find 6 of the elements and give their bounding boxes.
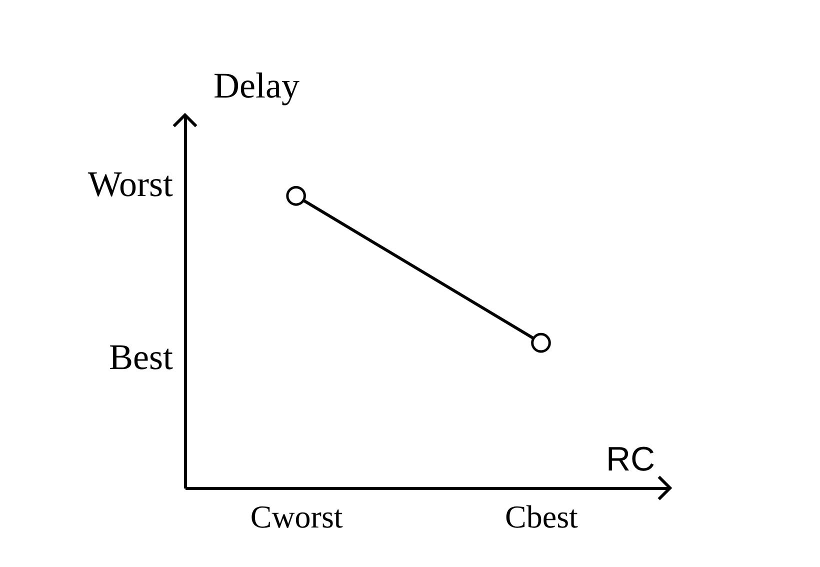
x-tick-label: Cbest — [505, 498, 578, 534]
y-axis-title: Delay — [214, 66, 300, 106]
x-tick-label: Cworst — [250, 498, 343, 534]
text: Best — [108, 337, 173, 377]
x-axis-title: RC — [606, 440, 656, 478]
text: Worst — [88, 164, 173, 204]
